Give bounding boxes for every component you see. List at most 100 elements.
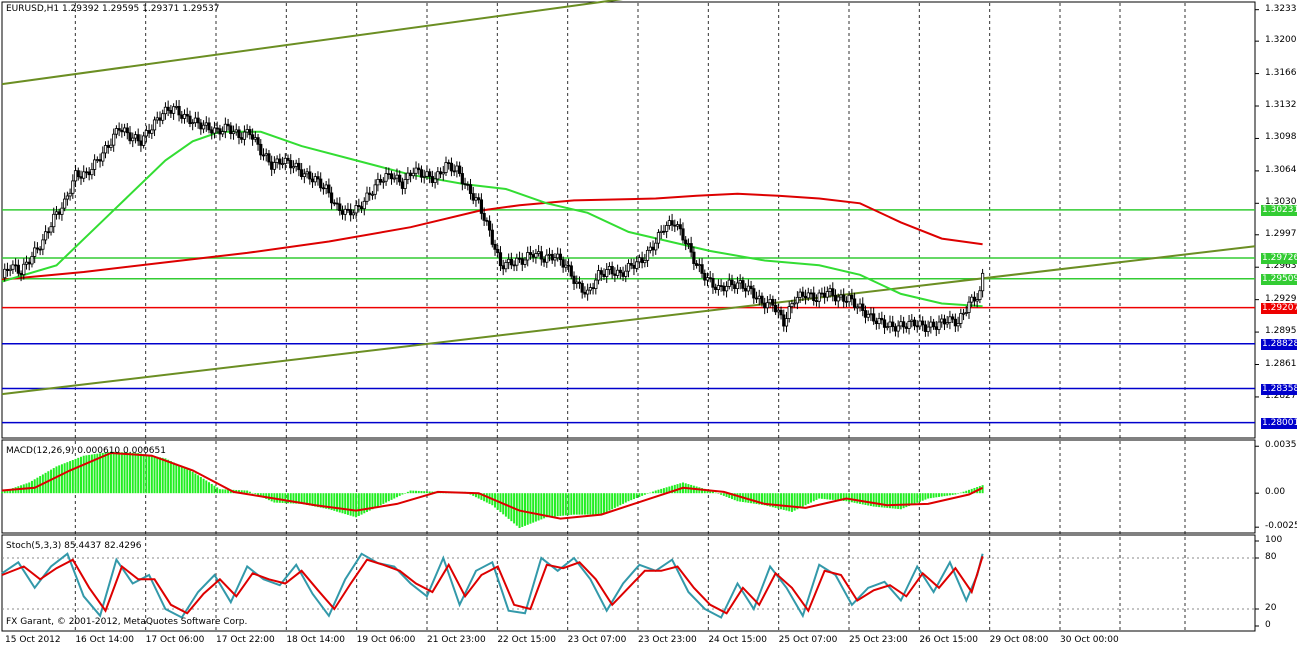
candle-body — [389, 173, 394, 180]
macd-bar — [777, 493, 780, 509]
macd-bar — [918, 493, 921, 502]
macd-bar — [654, 490, 657, 494]
candle-body — [103, 145, 108, 154]
macd-bar — [643, 493, 646, 495]
macd-bar — [562, 493, 565, 516]
candle-body — [379, 178, 383, 183]
candle-body — [596, 270, 601, 281]
macd-bar — [720, 493, 723, 495]
candle-body — [534, 253, 538, 258]
candle-body — [632, 264, 636, 269]
candle-body — [193, 117, 197, 124]
macd-bar — [423, 491, 426, 494]
time-tick-label: 16 Oct 14:00 — [75, 635, 134, 645]
candle-body — [779, 309, 783, 316]
macd-bar — [297, 493, 300, 504]
macd-bar — [853, 493, 856, 503]
candle-body — [681, 228, 685, 241]
macd-bar — [346, 493, 349, 515]
macd-bar — [848, 493, 851, 502]
macd-bar — [632, 493, 635, 500]
macd-bar — [483, 493, 486, 502]
candle-body — [180, 114, 184, 119]
candle-body — [912, 319, 917, 327]
macd-bar — [180, 466, 183, 494]
macd-bar — [69, 461, 72, 494]
macd-bar — [711, 491, 714, 494]
macd-bar — [82, 455, 85, 494]
macd-bar — [319, 493, 322, 508]
macd-bar — [638, 493, 641, 497]
candle-body — [839, 294, 843, 298]
macd-bar — [589, 493, 592, 515]
candle-body — [782, 314, 786, 327]
macd-bar — [597, 493, 600, 515]
candle-body — [803, 295, 808, 299]
candle-body — [784, 318, 789, 327]
candle-body — [923, 324, 928, 332]
macd-bar — [387, 493, 390, 502]
stoch-panel-title: Stoch(5,3,3) 85.4437 82.4296 — [6, 541, 142, 551]
candle-body — [757, 295, 761, 300]
candle-body — [272, 162, 276, 170]
candle-body — [365, 192, 369, 202]
macd-bar — [619, 493, 622, 506]
candle-body — [22, 263, 26, 276]
candle-body — [411, 172, 415, 177]
macd-bar — [129, 452, 132, 494]
candle-body — [888, 321, 892, 328]
time-tick-label: 21 Oct 23:00 — [427, 635, 486, 645]
macd-bar — [153, 456, 156, 494]
candle-body — [147, 130, 151, 134]
macd-bar — [799, 493, 802, 508]
candle-body — [43, 231, 48, 241]
candle-body — [648, 246, 652, 251]
candle-body — [169, 110, 173, 114]
macd-bar — [210, 483, 213, 494]
candle-body — [286, 157, 290, 161]
macd-bar — [905, 493, 908, 508]
macd-bar — [641, 493, 644, 496]
candle-body — [981, 272, 985, 292]
horizontal-levels[interactable] — [2, 209, 1255, 424]
candle-body — [542, 258, 546, 263]
macd-bar — [472, 493, 475, 496]
macd-bar — [360, 493, 363, 515]
candle-body — [616, 269, 620, 276]
macd-bar — [123, 452, 126, 494]
candle-body — [539, 251, 543, 260]
candle-body — [351, 212, 355, 216]
macd-bar — [336, 493, 339, 512]
candle-body — [275, 158, 279, 163]
candle-body — [11, 264, 15, 270]
candle-body — [686, 243, 691, 245]
candle-body — [38, 248, 42, 251]
macd-bar — [145, 454, 148, 494]
macd-bar — [921, 493, 924, 501]
macd-bar — [366, 493, 369, 512]
candle-body — [588, 287, 592, 291]
macd-bar — [842, 493, 845, 501]
candle-body — [231, 131, 236, 135]
time-tick-label: 23 Oct 07:00 — [567, 635, 627, 645]
macd-bar — [417, 490, 420, 494]
macd-bar — [600, 493, 603, 515]
candle-body — [692, 251, 696, 264]
candle-body — [580, 283, 584, 293]
macd-bar — [630, 493, 633, 501]
candle-body — [722, 285, 726, 292]
candle-body — [716, 285, 720, 290]
candle-body — [515, 257, 519, 266]
candle-body — [893, 326, 898, 332]
macd-bar — [393, 493, 396, 499]
candle-body — [24, 261, 29, 265]
candle-body — [395, 174, 399, 179]
candle-body — [765, 302, 770, 309]
time-tick-label: 19 Oct 06:00 — [356, 635, 416, 645]
candle-body — [5, 268, 10, 271]
candle-body — [471, 193, 475, 201]
macd-bar — [134, 452, 137, 494]
trendlines[interactable] — [1, 0, 1256, 396]
macd-bar — [965, 490, 968, 494]
